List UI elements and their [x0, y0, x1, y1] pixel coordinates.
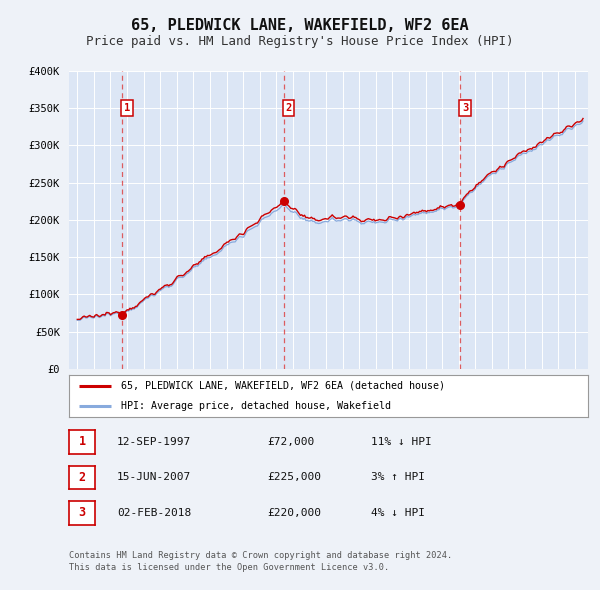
Text: 1: 1	[79, 435, 86, 448]
Text: Price paid vs. HM Land Registry's House Price Index (HPI): Price paid vs. HM Land Registry's House …	[86, 35, 514, 48]
Text: 11% ↓ HPI: 11% ↓ HPI	[371, 437, 431, 447]
Text: 2: 2	[286, 103, 292, 113]
Text: 2: 2	[79, 471, 86, 484]
Text: 65, PLEDWICK LANE, WAKEFIELD, WF2 6EA (detached house): 65, PLEDWICK LANE, WAKEFIELD, WF2 6EA (d…	[121, 381, 445, 391]
Text: 15-JUN-2007: 15-JUN-2007	[117, 473, 191, 482]
Text: 02-FEB-2018: 02-FEB-2018	[117, 508, 191, 517]
Text: £225,000: £225,000	[267, 473, 321, 482]
Text: 3: 3	[462, 103, 468, 113]
Text: 65, PLEDWICK LANE, WAKEFIELD, WF2 6EA: 65, PLEDWICK LANE, WAKEFIELD, WF2 6EA	[131, 18, 469, 33]
Text: 3% ↑ HPI: 3% ↑ HPI	[371, 473, 425, 482]
Text: 12-SEP-1997: 12-SEP-1997	[117, 437, 191, 447]
Text: £220,000: £220,000	[267, 508, 321, 517]
Text: 3: 3	[79, 506, 86, 519]
Text: 4% ↓ HPI: 4% ↓ HPI	[371, 508, 425, 517]
Text: 1: 1	[124, 103, 130, 113]
Text: HPI: Average price, detached house, Wakefield: HPI: Average price, detached house, Wake…	[121, 401, 391, 411]
Text: £72,000: £72,000	[267, 437, 314, 447]
Text: Contains HM Land Registry data © Crown copyright and database right 2024.
This d: Contains HM Land Registry data © Crown c…	[69, 551, 452, 572]
